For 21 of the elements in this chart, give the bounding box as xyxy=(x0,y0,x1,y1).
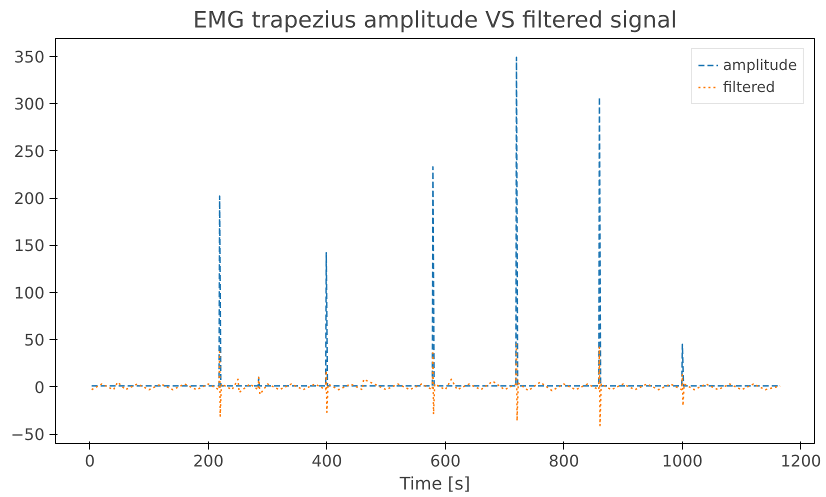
line-series xyxy=(90,344,781,426)
legend-label: filtered xyxy=(722,78,776,96)
y-tick-label: 50 xyxy=(24,330,44,350)
y-tick-label: −50 xyxy=(10,425,44,444)
y-tick-label: 0 xyxy=(34,378,45,397)
y-tick-label: 200 xyxy=(14,189,45,208)
x-tick-label: 200 xyxy=(193,452,224,470)
x-tick-label: 400 xyxy=(312,452,342,470)
legend-label: amplitude xyxy=(722,56,797,74)
x-axis-title: Time [s] xyxy=(398,474,470,494)
x-tick-label: 1200 xyxy=(780,452,822,470)
y-tick-label: 300 xyxy=(14,94,45,114)
x-tick-label: 600 xyxy=(430,452,461,470)
y-tick-label: 350 xyxy=(14,47,45,66)
y-tick-label: 250 xyxy=(14,142,45,161)
x-tick-label: 1000 xyxy=(662,452,703,470)
x-tick-label: 800 xyxy=(548,452,580,470)
chart-title: EMG trapezius amplitude VS filtered signal xyxy=(192,8,678,34)
y-tick-label: 100 xyxy=(14,283,45,302)
y-tick-label: 150 xyxy=(14,236,45,256)
x-tick-label: 0 xyxy=(84,452,95,470)
